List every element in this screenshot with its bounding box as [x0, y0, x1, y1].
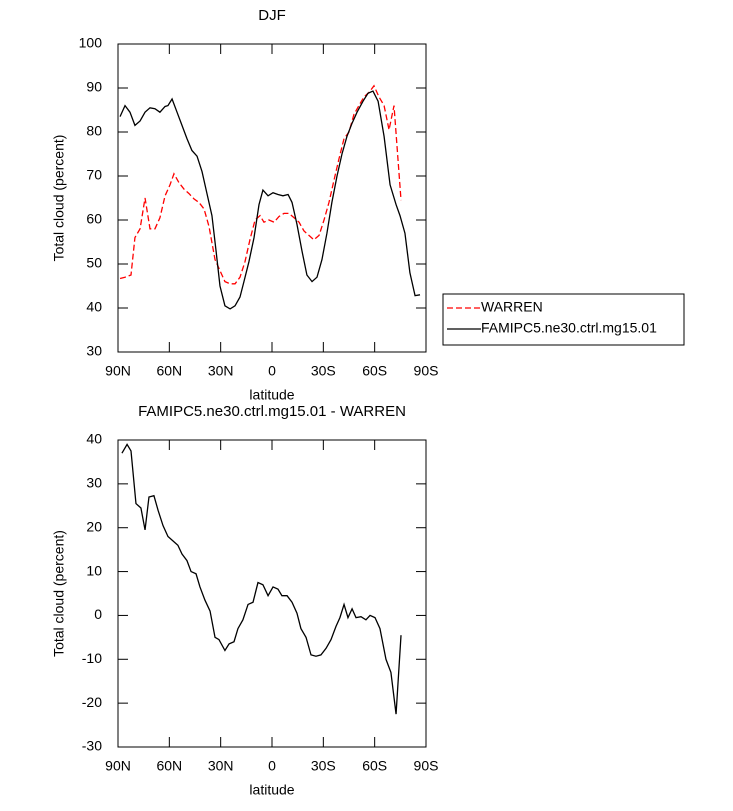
legend-label: WARREN [481, 299, 543, 315]
plot-frame [117, 439, 427, 748]
x-tick-label: 90S [414, 363, 439, 379]
x-tick-label: 90N [105, 758, 131, 774]
y-tick-label: 90 [86, 79, 102, 95]
x-tick-label: 90N [105, 363, 131, 379]
x-tick-label: 30N [208, 758, 234, 774]
data-line [119, 90, 421, 310]
x-tick-label: 30S [311, 758, 336, 774]
x-tick-label: 30N [208, 363, 234, 379]
y-axis-label: Total cloud (percent) [51, 530, 67, 657]
x-tick-label: 60S [362, 758, 387, 774]
y-axis-label: Total cloud (percent) [51, 135, 67, 262]
y-tick-label: 40 [86, 299, 102, 315]
y-tick-label: 80 [86, 123, 102, 139]
x-tick-label: 30S [311, 363, 336, 379]
y-tick-label: -20 [82, 694, 102, 710]
y-tick-label: 70 [86, 167, 102, 183]
y-tick-label: 40 [86, 431, 102, 447]
data-line [121, 443, 402, 715]
legend-box [442, 293, 685, 346]
x-tick-label: 60S [362, 363, 387, 379]
y-tick-label: 30 [86, 475, 102, 491]
y-tick-label: 30 [86, 343, 102, 359]
x-tick-label: 60N [156, 758, 182, 774]
y-tick-label: 100 [79, 35, 103, 51]
y-tick-label: 60 [86, 211, 102, 227]
chart-title: FAMIPC5.ne30.ctrl.mg15.01 - WARREN [138, 403, 406, 420]
chart-title: DJF [258, 7, 286, 24]
x-axis-label: latitude [249, 782, 294, 798]
x-axis-label: latitude [249, 387, 294, 403]
y-tick-label: 50 [86, 255, 102, 271]
y-tick-label: 10 [86, 562, 102, 578]
x-tick-label: 60N [156, 363, 182, 379]
data-line [119, 84, 402, 285]
y-tick-label: 0 [94, 606, 102, 622]
y-tick-label: -30 [82, 738, 102, 754]
x-tick-label: 90S [414, 758, 439, 774]
legend-label: FAMIPC5.ne30.ctrl.mg15.01 [481, 320, 657, 336]
x-tick-label: 0 [268, 758, 276, 774]
y-tick-label: 20 [86, 518, 102, 534]
x-tick-label: 0 [268, 363, 276, 379]
y-tick-label: -10 [82, 650, 102, 666]
